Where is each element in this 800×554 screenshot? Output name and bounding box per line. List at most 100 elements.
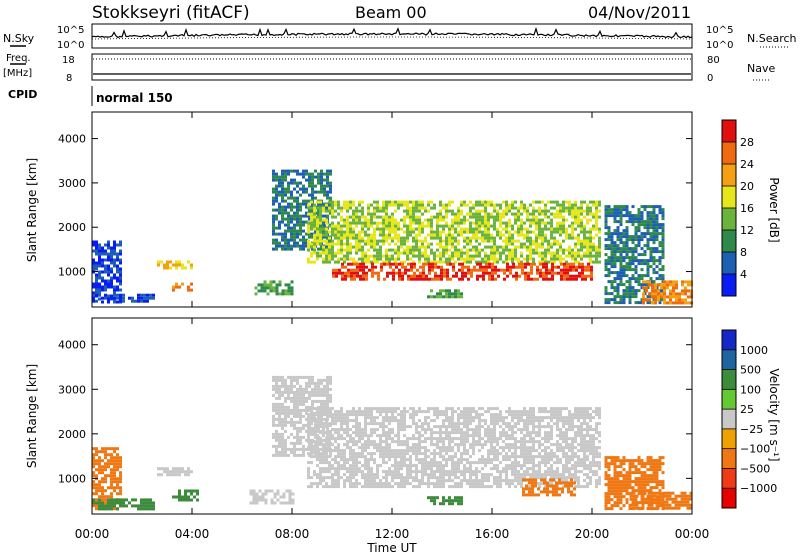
data-cell bbox=[445, 425, 448, 429]
data-cell bbox=[571, 203, 574, 207]
data-cell bbox=[430, 295, 433, 299]
data-cell bbox=[646, 265, 650, 269]
data-cell bbox=[377, 274, 380, 278]
data-cell bbox=[436, 218, 439, 222]
data-cell bbox=[505, 203, 508, 207]
data-cell bbox=[577, 239, 580, 243]
data-cell bbox=[281, 211, 284, 215]
data-cell bbox=[625, 244, 629, 248]
data-cell bbox=[288, 498, 292, 502]
data-cell bbox=[469, 485, 472, 489]
data-cell bbox=[316, 407, 319, 411]
data-cell bbox=[427, 242, 430, 246]
data-cell bbox=[364, 233, 367, 237]
data-cell bbox=[287, 393, 290, 397]
data-cell bbox=[337, 464, 340, 468]
data-cell bbox=[355, 239, 358, 243]
data-cell bbox=[385, 227, 388, 231]
data-cell bbox=[478, 218, 481, 222]
data-cell bbox=[475, 461, 478, 465]
data-cell bbox=[430, 236, 433, 240]
data-cell bbox=[364, 464, 367, 468]
data-cell bbox=[625, 241, 629, 245]
data-cell bbox=[649, 250, 653, 254]
data-cell bbox=[607, 214, 611, 218]
data-cell bbox=[544, 257, 547, 261]
data-cell bbox=[499, 251, 502, 255]
data-cell bbox=[511, 416, 514, 420]
data-cell bbox=[128, 501, 131, 505]
data-cell bbox=[406, 212, 409, 216]
data-cell bbox=[675, 295, 678, 299]
data-cell bbox=[107, 252, 110, 256]
data-cell bbox=[445, 203, 448, 207]
data-cell bbox=[469, 230, 472, 234]
data-cell bbox=[249, 489, 253, 493]
data-cell bbox=[472, 440, 475, 444]
data-cell bbox=[575, 268, 578, 272]
data-cell bbox=[392, 268, 395, 272]
data-cell bbox=[308, 378, 311, 382]
data-cell bbox=[364, 446, 367, 450]
data-cell bbox=[421, 482, 424, 486]
data-cell bbox=[535, 233, 538, 237]
data-cell bbox=[598, 254, 601, 258]
data-cell bbox=[310, 410, 313, 414]
data-cell bbox=[550, 254, 553, 258]
data-cell bbox=[478, 230, 481, 234]
data-cell bbox=[92, 249, 95, 253]
data-cell bbox=[299, 229, 302, 233]
data-cell bbox=[187, 473, 190, 477]
data-cell bbox=[424, 437, 427, 441]
data-cell bbox=[272, 175, 275, 179]
data-cell bbox=[113, 501, 116, 505]
data-cell bbox=[308, 172, 311, 176]
data-cell bbox=[472, 233, 475, 237]
data-cell bbox=[472, 470, 475, 474]
data-cell bbox=[331, 485, 334, 489]
data-cell bbox=[319, 422, 322, 426]
data-cell bbox=[595, 215, 598, 219]
data-cell bbox=[365, 271, 368, 275]
data-cell bbox=[394, 224, 397, 228]
data-cell bbox=[169, 260, 172, 264]
data-cell bbox=[494, 271, 497, 275]
data-cell bbox=[550, 227, 553, 231]
data-cell bbox=[445, 428, 448, 432]
data-cell bbox=[424, 257, 427, 261]
data-cell bbox=[331, 449, 334, 453]
data-cell bbox=[421, 200, 424, 204]
data-cell bbox=[287, 202, 290, 206]
data-cell bbox=[264, 501, 268, 505]
data-cell bbox=[355, 455, 358, 459]
data-cell bbox=[421, 221, 424, 225]
data-cell bbox=[506, 274, 509, 278]
data-cell bbox=[299, 438, 302, 442]
data-cell bbox=[566, 265, 569, 269]
data-cell bbox=[320, 172, 323, 176]
data-cell bbox=[101, 477, 104, 481]
data-cell bbox=[487, 449, 490, 453]
data-cell bbox=[443, 274, 446, 278]
data-cell bbox=[325, 482, 328, 486]
data-cell bbox=[92, 480, 95, 484]
data-cell bbox=[325, 437, 328, 441]
data-cell bbox=[515, 277, 518, 281]
data-cell bbox=[535, 236, 538, 240]
data-cell bbox=[379, 230, 382, 234]
data-cell bbox=[430, 437, 433, 441]
data-cell bbox=[355, 464, 358, 468]
data-cell bbox=[619, 274, 623, 278]
data-cell bbox=[386, 274, 389, 278]
data-cell bbox=[284, 193, 287, 197]
data-cell bbox=[490, 485, 493, 489]
data-cell bbox=[349, 413, 352, 417]
data-cell bbox=[409, 233, 412, 237]
data-cell bbox=[95, 240, 98, 244]
data-cell bbox=[508, 236, 511, 240]
data-cell bbox=[431, 262, 434, 266]
data-cell bbox=[272, 199, 275, 203]
data-cell bbox=[310, 485, 313, 489]
data-cell bbox=[469, 479, 472, 483]
data-cell bbox=[113, 243, 116, 247]
